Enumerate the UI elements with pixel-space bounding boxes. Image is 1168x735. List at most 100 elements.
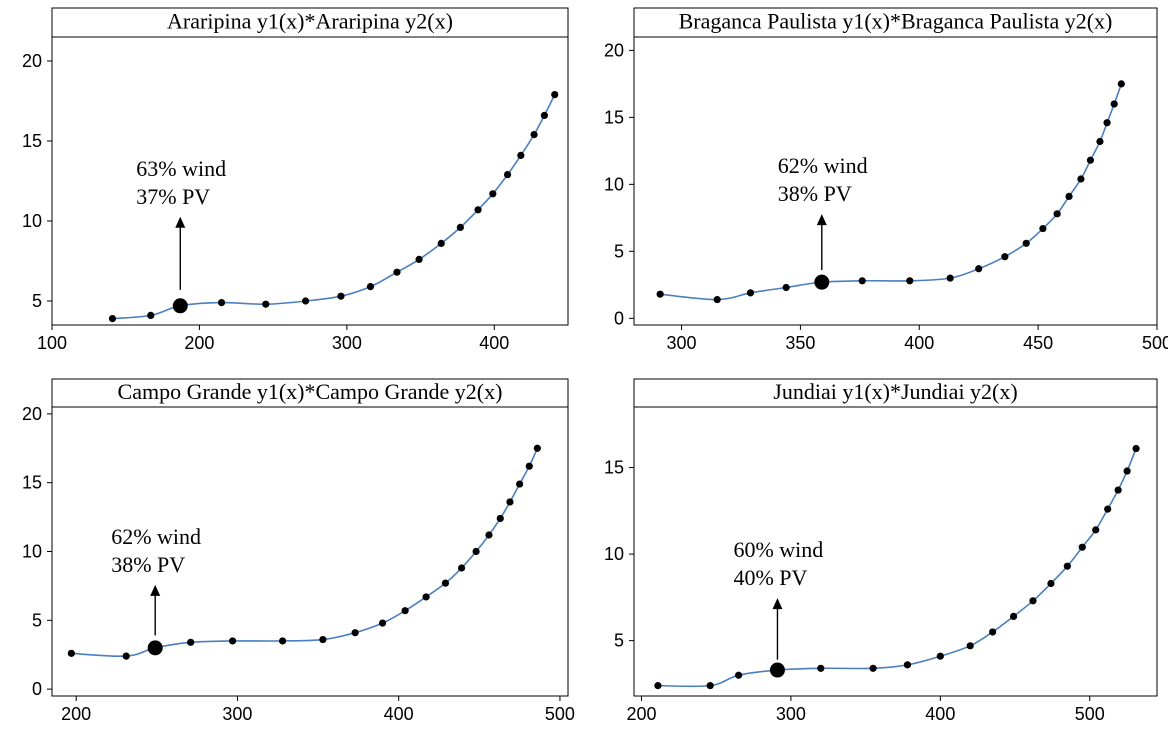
chart-title: Jundiai y1(x)*Jundiai y2(x): [773, 379, 1017, 404]
data-point: [1123, 467, 1131, 475]
annotation-wind: 62% wind: [111, 524, 201, 549]
data-point: [858, 277, 866, 285]
data-point: [966, 642, 974, 650]
data-point: [378, 619, 387, 627]
data-point: [1077, 175, 1085, 183]
data-point: [393, 268, 401, 276]
data-point: [1063, 562, 1071, 570]
y-tick-label: 5: [614, 631, 624, 651]
data-point: [782, 283, 790, 292]
data-point: [1092, 526, 1100, 534]
data-point: [1104, 505, 1112, 513]
plot-frame: [51, 378, 569, 697]
data-point: [946, 274, 954, 282]
data-point: [1039, 224, 1047, 233]
annotation-wind: 63% wind: [136, 156, 226, 181]
data-point: [457, 564, 466, 572]
arrow-head: [772, 598, 783, 610]
data-point: [401, 607, 409, 615]
data-point: [229, 637, 237, 645]
data-point: [319, 635, 327, 644]
title-bar: [633, 7, 1158, 38]
x-tick-label: 400: [904, 333, 934, 353]
annotation-wind: 60% wind: [733, 537, 823, 562]
y-tick-label: 10: [22, 542, 42, 562]
data-point: [1078, 543, 1086, 551]
y-tick-label: 5: [614, 241, 624, 261]
y-tick-label: 20: [604, 40, 624, 60]
data-point: [366, 283, 375, 291]
data-point: [337, 292, 345, 300]
data-point: [936, 652, 944, 660]
data-point: [1053, 210, 1061, 218]
y-tick-label: 20: [22, 51, 42, 71]
annotation-pv: 37% PV: [136, 184, 210, 209]
title-bar: [51, 378, 569, 408]
data-point: [1096, 137, 1104, 146]
x-tick-label: 300: [667, 333, 697, 353]
data-point: [654, 682, 662, 690]
data-point: [516, 480, 524, 488]
data-point: [485, 531, 493, 539]
data-point: [989, 628, 997, 636]
optimum-point: [814, 274, 830, 290]
y-tick-label: 15: [604, 458, 624, 478]
data-point: [540, 111, 549, 119]
y-tick-label: 5: [32, 610, 42, 630]
x-tick-label: 200: [184, 333, 214, 353]
title-bar: [51, 7, 569, 38]
x-tick-label: 300: [776, 704, 806, 724]
x-tick-label: 400: [925, 704, 955, 724]
plot-frame: [51, 7, 569, 326]
optimum-point: [172, 298, 188, 314]
data-point: [437, 239, 445, 247]
data-point: [1132, 444, 1140, 453]
y-tick-label: 15: [22, 131, 42, 151]
data-point: [533, 444, 541, 452]
data-point: [122, 652, 130, 660]
y-tick-label: 5: [32, 291, 42, 311]
arrow-head: [175, 216, 186, 228]
x-tick-label: 350: [785, 333, 815, 353]
x-tick-label: 200: [626, 704, 656, 724]
y-tick-label: 15: [604, 107, 624, 127]
data-point: [656, 290, 664, 298]
data-point: [713, 295, 721, 304]
y-tick-label: 10: [604, 174, 624, 194]
data-point: [474, 206, 482, 214]
data-point: [262, 300, 270, 308]
data-point: [147, 311, 155, 319]
x-tick-label: 300: [222, 704, 252, 724]
x-tick-label: 200: [61, 704, 91, 724]
data-point: [1117, 80, 1125, 88]
plot-frame: [633, 7, 1158, 326]
optimum-point: [769, 662, 785, 678]
data-point: [422, 593, 430, 601]
arrow-head: [150, 584, 161, 596]
y-tick-label: 20: [22, 404, 42, 424]
annotation-pv: 40% PV: [733, 565, 807, 590]
data-point: [187, 638, 195, 646]
y-tick-label: 10: [22, 211, 42, 231]
data-point: [869, 664, 877, 672]
data-point: [351, 629, 359, 637]
y-tick-label: 0: [32, 679, 42, 699]
chart-title: Braganca Paulista y1(x)*Braganca Paulist…: [679, 9, 1113, 34]
data-point: [706, 682, 714, 690]
annotation-pv: 38% PV: [778, 181, 852, 206]
data-point: [1065, 192, 1073, 201]
x-tick-label: 400: [479, 333, 509, 353]
data-point: [1047, 579, 1055, 588]
chart-title: Campo Grande y1(x)*Campo Grande y2(x): [118, 379, 503, 404]
data-point: [489, 190, 497, 198]
data-point: [551, 91, 559, 99]
chart-panel-4: Jundiai y1(x)*Jundiai y2(x) 200 300 400 500 5…: [604, 378, 1158, 724]
data-point: [975, 265, 983, 273]
title-bar: [633, 378, 1158, 408]
data-point: [217, 299, 226, 307]
data-point: [735, 671, 743, 679]
chart-panel-2: Braganca Paulista y1(x)*Braganca Paulist…: [604, 7, 1168, 353]
data-point: [1029, 597, 1037, 605]
data-point: [903, 661, 912, 669]
